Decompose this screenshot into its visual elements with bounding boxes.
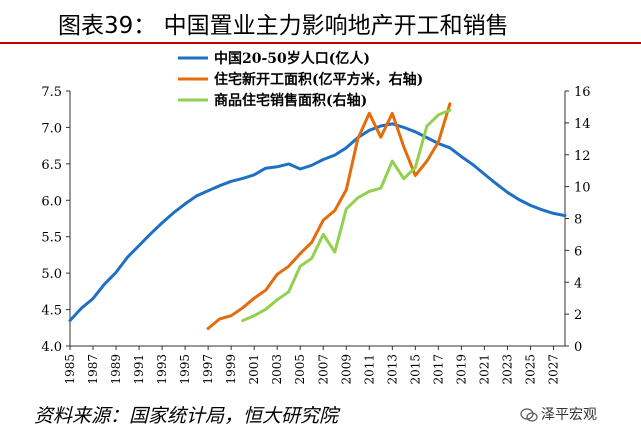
series-line-3: [241, 108, 452, 322]
footer: 资料来源：国家统计局，恒大研究院 泽平宏观: [0, 399, 641, 429]
left-tick-label: 6.5: [41, 158, 62, 173]
x-tick-label: 2011: [362, 354, 376, 385]
right-tick-label: 0: [574, 340, 582, 355]
x-tick-label: 1999: [224, 354, 238, 385]
left-tick-label: 7.0: [41, 121, 62, 136]
left-tick-label: 5.0: [41, 267, 62, 282]
legend-label-1: 中国20-50岁人口(亿人): [214, 50, 370, 67]
x-tick-label: 2007: [316, 354, 330, 385]
right-tick-label: 8: [574, 213, 582, 228]
watermark: 泽平宏观: [520, 404, 597, 424]
title-bar: 图表39： 中国置业主力影响地产开工和销售: [0, 0, 641, 44]
right-tick-label: 14: [574, 117, 591, 132]
x-tick-label: 2015: [408, 354, 422, 385]
x-tick-label: 2003: [270, 354, 284, 385]
x-tick-label: 1989: [109, 354, 123, 385]
wechat-logo-icon: [520, 408, 538, 422]
legend-label-2: 住宅新开工面积(亿平方米，右轴): [214, 71, 423, 88]
right-tick-label: 12: [574, 149, 591, 164]
right-tick-label: 10: [574, 181, 591, 196]
left-tick-label: 4.0: [41, 340, 62, 355]
right-tick-label: 16: [574, 85, 591, 100]
left-tick-label: 5.5: [41, 231, 62, 246]
x-tick-label: 1993: [155, 354, 169, 385]
x-tick-label: 1997: [201, 354, 215, 385]
right-tick-label: 6: [574, 244, 582, 259]
x-tick-label: 2017: [431, 354, 445, 385]
series-line-1: [68, 122, 567, 322]
source-note: 资料来源：国家统计局，恒大研究院: [34, 405, 339, 427]
left-tick-label: 4.5: [41, 304, 62, 319]
legend-label-3: 商品住宅销售面积(右轴): [214, 92, 367, 109]
left-tick-label: 7.5: [41, 85, 62, 100]
x-tick-label: 2001: [247, 354, 261, 385]
right-tick-label: 2: [574, 308, 582, 323]
x-tick-label: 1985: [63, 354, 77, 385]
watermark-text: 泽平宏观: [541, 407, 597, 423]
x-tick-label: 2005: [293, 354, 307, 385]
title-rule: [0, 42, 641, 44]
x-tick-label: 2009: [339, 354, 353, 385]
right-tick-label: 4: [574, 276, 582, 291]
left-tick-label: 6.0: [41, 194, 62, 209]
x-tick-label: 2027: [546, 354, 560, 385]
x-tick-label: 2021: [477, 354, 491, 385]
line-chart: 4.0 4.5 5.0 5.5 6.0 6.5 7.0 7.5 0 2 4 6 8 10 12 14 16 198…: [41, 50, 591, 385]
x-tick-label: 2025: [523, 354, 537, 385]
x-tick-label: 2023: [500, 354, 514, 385]
x-tick-label: 1995: [178, 354, 192, 385]
x-tick-label: 1991: [132, 354, 146, 385]
page-title: 图表39： 中国置业主力影响地产开工和销售: [58, 13, 509, 39]
x-tick-label: 1987: [86, 354, 100, 385]
x-tick-label: 2013: [385, 354, 399, 385]
series-line-2: [206, 102, 452, 330]
x-tick-label: 2019: [454, 354, 468, 385]
